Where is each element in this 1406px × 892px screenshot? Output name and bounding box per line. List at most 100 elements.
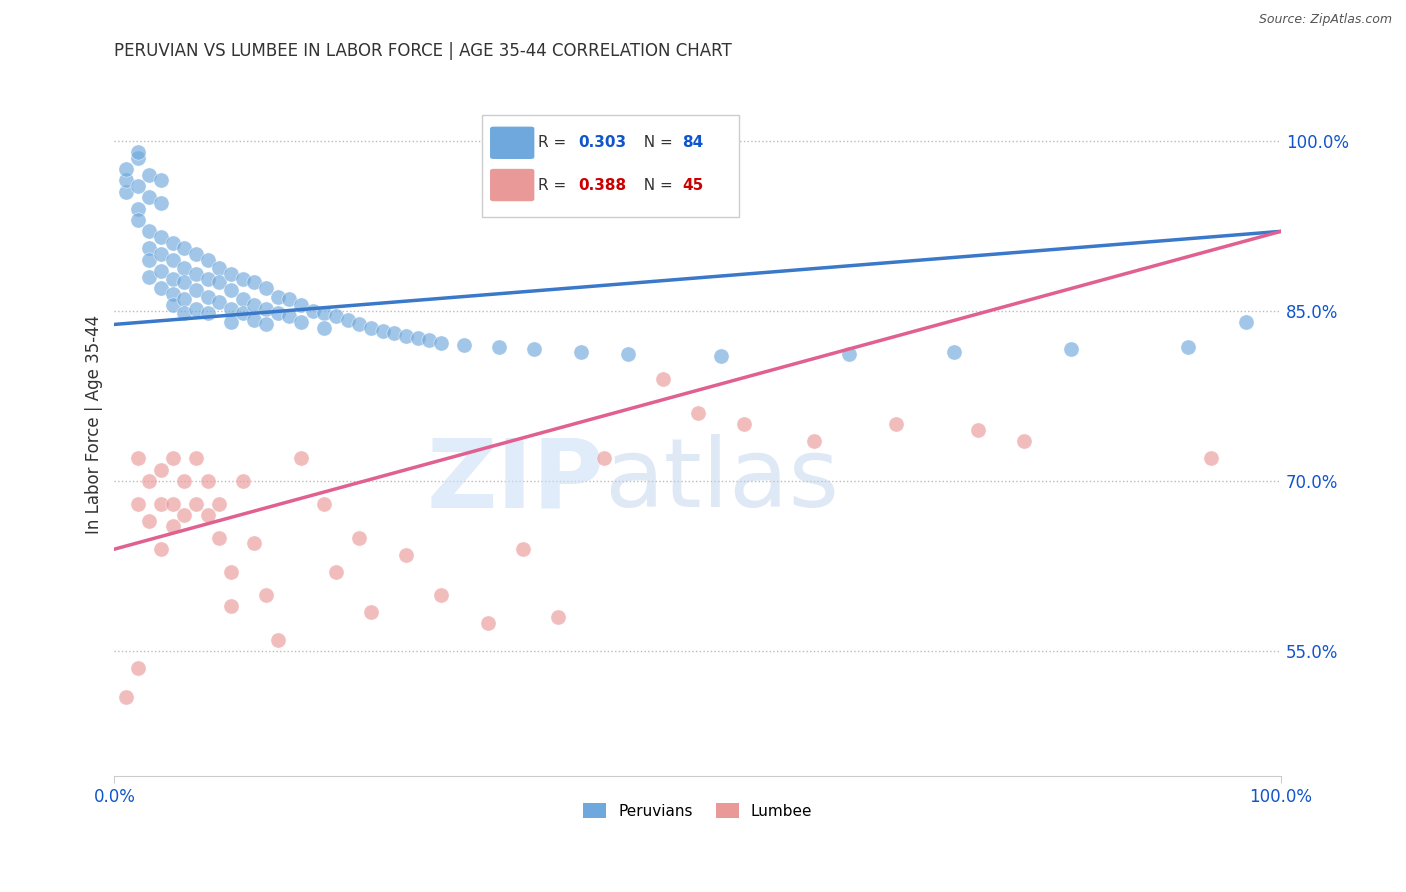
Point	[173, 474, 195, 488]
Point	[569, 344, 592, 359]
Point	[208, 497, 231, 511]
Point	[710, 349, 733, 363]
Point	[232, 272, 254, 286]
Point	[162, 272, 184, 286]
Point	[138, 224, 160, 238]
Point	[184, 497, 207, 511]
Point	[290, 298, 312, 312]
Point	[243, 313, 266, 327]
Point	[254, 301, 277, 316]
Point	[208, 260, 231, 275]
Point	[173, 276, 195, 290]
Point	[406, 331, 429, 345]
Point	[838, 347, 860, 361]
Point	[219, 565, 242, 579]
Point	[360, 321, 382, 335]
Text: N =: N =	[634, 136, 678, 150]
Point	[512, 542, 534, 557]
Point	[115, 185, 138, 199]
Point	[219, 284, 242, 298]
Point	[138, 190, 160, 204]
Point	[208, 294, 231, 309]
Point	[290, 451, 312, 466]
Point	[803, 434, 825, 449]
Point	[115, 173, 138, 187]
Point	[314, 306, 336, 320]
Point	[278, 310, 301, 324]
Point	[162, 298, 184, 312]
Point	[208, 276, 231, 290]
Point	[267, 290, 290, 304]
Point	[1177, 340, 1199, 354]
Text: R =: R =	[538, 136, 571, 150]
Point	[138, 168, 160, 182]
Point	[184, 284, 207, 298]
Point	[232, 293, 254, 307]
Point	[430, 588, 453, 602]
Point	[336, 313, 359, 327]
FancyBboxPatch shape	[491, 169, 534, 202]
Point	[150, 196, 173, 211]
Point	[184, 268, 207, 282]
Point	[162, 519, 184, 533]
Point	[616, 347, 638, 361]
Point	[150, 463, 173, 477]
Point	[173, 306, 195, 320]
Point	[733, 417, 755, 432]
Point	[197, 272, 219, 286]
Point	[150, 247, 173, 261]
Point	[1199, 451, 1222, 466]
Text: Source: ZipAtlas.com: Source: ZipAtlas.com	[1258, 13, 1392, 27]
Point	[115, 161, 138, 176]
Point	[138, 241, 160, 255]
Point	[267, 632, 290, 647]
Point	[651, 372, 673, 386]
FancyBboxPatch shape	[491, 127, 534, 159]
Point	[418, 334, 440, 348]
Point	[232, 474, 254, 488]
Point	[127, 661, 149, 675]
Point	[219, 268, 242, 282]
Point	[267, 306, 290, 320]
Point	[488, 340, 510, 354]
Point	[197, 290, 219, 304]
Point	[150, 264, 173, 278]
Point	[325, 310, 347, 324]
Point	[371, 324, 394, 338]
Point	[197, 252, 219, 267]
Point	[208, 531, 231, 545]
Point	[150, 497, 173, 511]
Point	[349, 531, 371, 545]
Point	[197, 474, 219, 488]
Point	[162, 497, 184, 511]
Point	[138, 514, 160, 528]
Point	[173, 260, 195, 275]
Point	[254, 318, 277, 332]
Point	[395, 548, 418, 562]
Point	[162, 235, 184, 250]
Point	[453, 338, 475, 352]
Point	[197, 508, 219, 522]
Point	[254, 281, 277, 295]
Point	[430, 335, 453, 350]
Point	[162, 252, 184, 267]
Text: atlas: atlas	[605, 434, 839, 527]
Text: 0.388: 0.388	[579, 178, 627, 193]
Point	[314, 497, 336, 511]
Point	[115, 690, 138, 704]
Point	[686, 406, 709, 420]
Point	[127, 497, 149, 511]
Point	[138, 269, 160, 284]
Text: N =: N =	[634, 178, 678, 193]
Point	[150, 542, 173, 557]
Point	[150, 230, 173, 244]
Text: 45: 45	[682, 178, 704, 193]
Point	[162, 451, 184, 466]
Point	[150, 281, 173, 295]
Point	[349, 318, 371, 332]
FancyBboxPatch shape	[482, 115, 738, 217]
Point	[173, 293, 195, 307]
Point	[477, 615, 499, 630]
Point	[219, 301, 242, 316]
Point	[1014, 434, 1036, 449]
